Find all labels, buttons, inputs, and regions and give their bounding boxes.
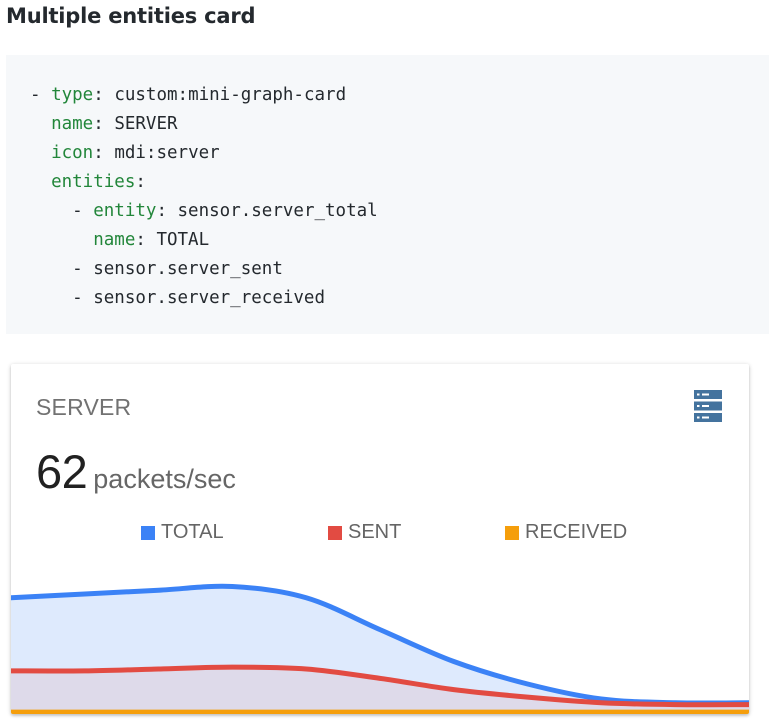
code-key: entity bbox=[93, 201, 157, 221]
legend-item-received[interactable]: RECEIVED bbox=[505, 521, 627, 544]
yaml-code-block: - type: custom:mini-graph-card name: SER… bbox=[6, 55, 769, 334]
server-icon bbox=[694, 390, 722, 422]
legend-label-received: RECEIVED bbox=[525, 521, 628, 543]
legend-item-sent[interactable]: SENT bbox=[328, 521, 401, 544]
code-line: name: SERVER bbox=[51, 114, 178, 134]
code-value: TOTAL bbox=[156, 230, 210, 250]
code-line: name: TOTAL bbox=[93, 230, 210, 250]
graph bbox=[11, 583, 749, 714]
legend: TOTAL SENT RECEIVED bbox=[11, 521, 749, 545]
code-value: custom:mini-graph-card bbox=[114, 85, 347, 105]
code-key: type bbox=[51, 85, 94, 105]
code-key: name bbox=[51, 114, 94, 134]
legend-item-total[interactable]: TOTAL bbox=[141, 521, 224, 544]
legend-label-sent: SENT bbox=[348, 521, 402, 543]
legend-swatch-total bbox=[141, 525, 155, 540]
code-line: entities: bbox=[51, 172, 146, 192]
code-line: - sensor.server_sent bbox=[30, 259, 283, 279]
mini-graph-card[interactable]: SERVER 62 packets/sec TOTAL SENT RECEIVE… bbox=[11, 364, 749, 714]
state-unit: packets/sec bbox=[93, 464, 236, 494]
code-value: sensor.server_sent bbox=[93, 259, 283, 279]
code-value: sensor.server_received bbox=[93, 288, 326, 308]
code-key: icon bbox=[51, 143, 94, 163]
code-value: SERVER bbox=[114, 114, 178, 134]
code-key: entities bbox=[51, 172, 136, 192]
legend-swatch-sent bbox=[328, 525, 342, 540]
series-line-sent bbox=[11, 664, 749, 708]
code-line: - entity: sensor.server_total bbox=[30, 201, 378, 221]
code-value: mdi:server bbox=[114, 143, 220, 163]
section-heading: Multiple entities card bbox=[6, 4, 256, 28]
series-fill-total bbox=[11, 586, 749, 714]
code-line: - sensor.server_received bbox=[30, 288, 326, 308]
state-value: 62 bbox=[36, 445, 88, 498]
code-line: - type: custom:mini-graph-card bbox=[30, 85, 347, 105]
code-key: name bbox=[93, 230, 136, 250]
legend-label-total: TOTAL bbox=[161, 521, 224, 543]
code-value: sensor.server_total bbox=[177, 201, 378, 221]
card-state: 62 packets/sec bbox=[36, 444, 236, 499]
series-line-total bbox=[11, 583, 749, 706]
legend-swatch-received bbox=[505, 525, 519, 540]
code-line: icon: mdi:server bbox=[51, 143, 220, 163]
card-name: SERVER bbox=[36, 394, 132, 420]
